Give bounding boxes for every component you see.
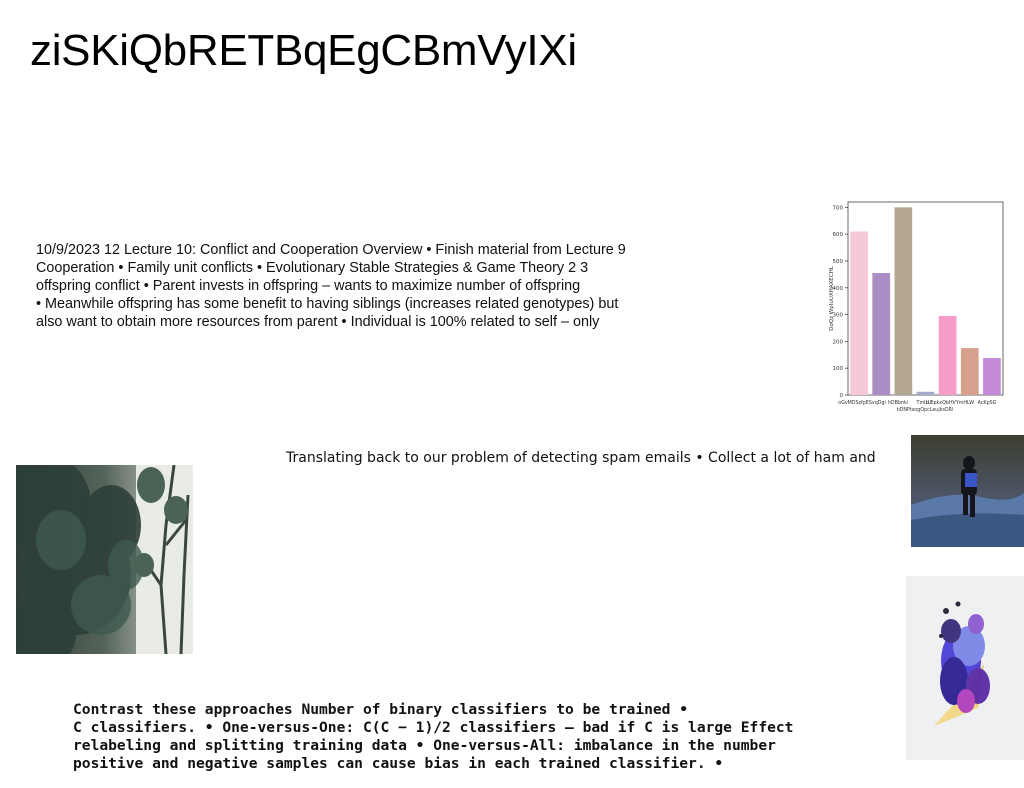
text-line: • Meanwhile offspring has some benefit t… — [36, 296, 619, 312]
chart-bar — [872, 273, 891, 395]
y-tick-label: 600 — [833, 232, 844, 238]
chart-bar — [983, 358, 1001, 395]
y-axis-label: DoQz WpIuUXHAXECHL — [829, 265, 835, 331]
chart-bar — [894, 207, 913, 395]
forest-photo — [16, 465, 193, 654]
hiker-photo — [911, 435, 1024, 547]
bar-chart-svg: 0 100 200 300 400 500 600 700 DoQz WpIuUXHAXECHL… — [829, 201, 1004, 413]
text-line: Contrast these approaches Number of bina… — [73, 701, 689, 718]
chart-bar — [960, 348, 979, 395]
bar-chart: 0 100 200 300 400 500 600 700 DoQz WpIuUXHAXECHL… — [820, 195, 1010, 420]
y-tick-label: 300 — [833, 313, 844, 319]
text-line: positive and negative samples can cause … — [73, 755, 724, 772]
x-tick-label: o EpkxQbHVYmHLW — [926, 400, 974, 406]
text-line: 10/9/2023 12 Lecture 10: Conflict and Co… — [36, 242, 626, 258]
x-tick-label: hDNPtsogOpcLeujksDRl — [897, 407, 954, 413]
y-tick-label: 400 — [833, 286, 844, 292]
lecture-text-block: 10/9/2023 12 Lecture 10: Conflict and Co… — [36, 241, 696, 331]
text-line: C classifiers. • One-versus-One: C(C − 1… — [73, 719, 794, 736]
x-tick-label: AcKpSG — [978, 400, 997, 406]
text-line: also want to obtain more resources from … — [36, 314, 600, 330]
x-tick-label: hDBbnki — [888, 400, 908, 406]
chart-bar — [938, 315, 957, 395]
text-line: Cooperation • Family unit conflicts • Ev… — [36, 260, 589, 276]
text-line: relabeling and splitting training data •… — [73, 737, 776, 754]
classifier-text-block: Contrast these approaches Number of bina… — [73, 701, 813, 773]
y-tick-label: 500 — [833, 259, 844, 265]
text-line: offspring conflict • Parent invests in o… — [36, 278, 581, 294]
y-tick-label: 200 — [833, 339, 844, 345]
chart-frame — [847, 201, 1004, 396]
spam-text: Translating back to our problem of detec… — [286, 450, 876, 466]
chart-bar — [916, 391, 935, 395]
y-tick-label: 100 — [833, 366, 844, 372]
x-tick-label: TmlLU — [916, 400, 932, 406]
slide-title: ziSKiQbRETBqEgCBmVyIXi — [30, 26, 577, 75]
y-tick-label: 0 — [840, 393, 844, 399]
chart-bar — [850, 231, 868, 395]
abstract-art-image — [906, 576, 1024, 760]
x-tick-label: oGvMDSzfpESvqDgi — [838, 400, 886, 406]
y-tick-label: 700 — [833, 205, 844, 211]
